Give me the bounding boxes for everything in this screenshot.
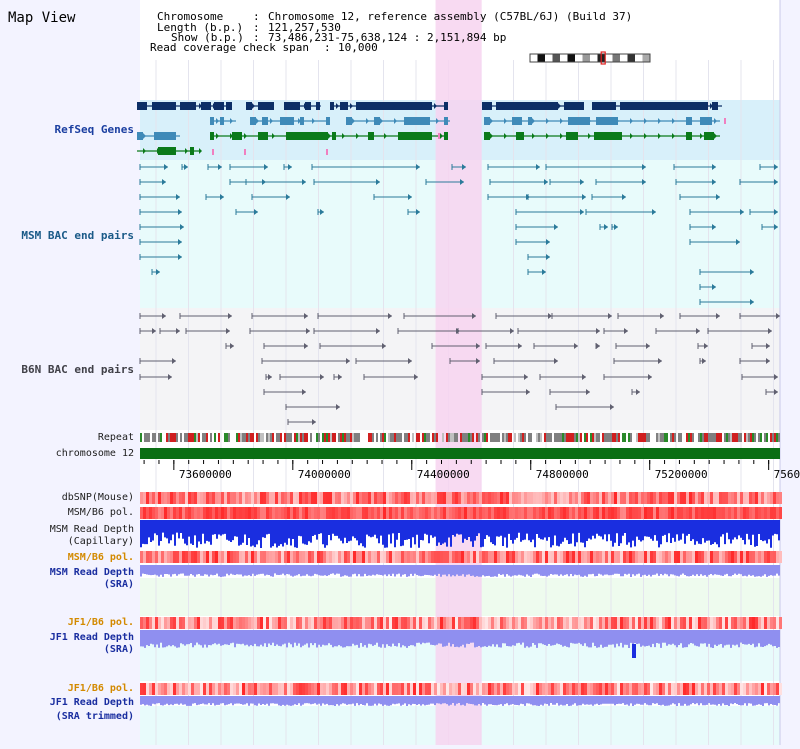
refseq-gene-row-2[interactable] — [210, 117, 720, 125]
svg-text::: : — [253, 31, 260, 44]
track-label-jf1-pol-1[interactable]: JF1/B6 pol. — [68, 617, 134, 628]
msm-pol-track-2[interactable] — [140, 551, 782, 563]
ideogram-band — [620, 54, 628, 62]
info-span-value: 10,000 — [338, 41, 378, 54]
repeat-track[interactable] — [140, 433, 780, 442]
ideogram-band — [642, 54, 650, 62]
chromosome-ideogram[interactable] — [529, 51, 651, 65]
ideogram-band — [612, 54, 620, 62]
refseq-gene-row-3b[interactable] — [210, 132, 720, 140]
ideogram-band — [590, 54, 598, 62]
info-chromosome-value: Chromosome 12, reference assembly (C57BL… — [268, 10, 632, 23]
jf1-pol-track-1[interactable] — [140, 617, 782, 629]
ideogram-band — [575, 54, 583, 62]
axis-tick-label: 75200000 — [655, 468, 708, 481]
jf1-depth-trimmed[interactable] — [140, 696, 780, 706]
msm-depth-sra[interactable] — [140, 565, 780, 577]
track-label-msm-pol-2[interactable]: MSM/B6 pol. — [68, 552, 134, 563]
refseq-exon-marker — [212, 149, 214, 155]
ideogram-band — [537, 54, 545, 62]
track-label-jf1-depth-trim-2[interactable]: (SRA trimmed) — [56, 710, 134, 722]
jf1-depth-sra[interactable] — [140, 630, 780, 648]
track-label-jf1-depth-sra-2[interactable]: (SRA) — [104, 644, 134, 655]
msm-pol-track-1[interactable] — [140, 507, 782, 519]
track-label-chromosome[interactable]: chromosome 12 — [56, 448, 134, 459]
info-span-label: Read coverage check span — [150, 41, 309, 54]
ideogram-band — [605, 54, 613, 62]
info-length-label: Length (b.p.) — [157, 21, 243, 34]
svg-text::: : — [324, 41, 331, 54]
refseq-gene-row-4[interactable] — [137, 147, 202, 155]
ideogram-band — [560, 54, 568, 62]
track-label-b6n-bac[interactable]: B6N BAC end pairs — [21, 363, 134, 376]
msm-depth-capillary[interactable] — [140, 520, 780, 548]
ideogram-outline — [529, 53, 651, 63]
track-label-jf1-pol-2[interactable]: JF1/B6 pol. — [68, 683, 134, 694]
refseq-exon-marker — [438, 133, 440, 139]
page-title: Map View — [8, 10, 76, 26]
track-label-msm-depth-cap-2[interactable]: (Capillary) — [68, 536, 134, 547]
ideogram-band — [627, 54, 635, 62]
info-length-value: 121,257,530 — [268, 21, 341, 34]
track-label-msm-depth-sra-2[interactable]: (SRA) — [104, 579, 134, 590]
axis-tick-label: 74800000 — [536, 468, 589, 481]
info-block: Chromosome : Chromosome 12, reference as… — [150, 10, 632, 54]
ideogram-band — [552, 54, 560, 62]
info-show-value: 73,486,231-75,638,124 : 2,151,894 bp — [268, 31, 506, 44]
ideogram-band — [545, 54, 553, 62]
axis-tick-label: 73600000 — [179, 468, 232, 481]
refseq-exon-marker — [326, 149, 328, 155]
jf1-pol-track-2[interactable] — [140, 683, 782, 695]
track-label-dbsnp[interactable]: dbSNP(Mouse) — [62, 492, 134, 503]
ideogram-position-marker — [600, 51, 606, 65]
refseq-exon-marker — [724, 118, 726, 124]
refseq-gene-row-3a[interactable] — [137, 132, 180, 140]
track-label-refseq[interactable]: RefSeq Genes — [55, 123, 134, 136]
position-axis: 73600000 74000000 74400000 74800000 75200000… — [143, 460, 800, 481]
track-label-msm-depth-cap-1[interactable]: MSM Read Depth — [50, 524, 134, 535]
track-label-jf1-depth-trim-1[interactable]: JF1 Read Depth — [50, 697, 134, 708]
svg-text::: : — [253, 10, 260, 23]
ideogram-band — [567, 54, 575, 62]
axis-tick-label: 74400000 — [417, 468, 470, 481]
ideogram-band — [635, 54, 643, 62]
track-label-msm-depth-sra-1[interactable]: MSM Read Depth — [50, 567, 134, 578]
refseq-gene-row-1[interactable] — [137, 102, 722, 110]
dbsnp-track[interactable] — [140, 492, 782, 504]
b6n-bac-end-pairs[interactable] — [139, 313, 780, 425]
ideogram-band — [582, 54, 590, 62]
chromosome-bar[interactable] — [140, 448, 780, 459]
info-show-label: Show (b.p.) — [171, 31, 244, 44]
refseq-exon-marker — [244, 149, 246, 155]
track-label-msm-pol-1[interactable]: MSM/B6 pol. — [68, 507, 134, 518]
svg-text::: : — [253, 21, 260, 34]
track-label-repeat[interactable]: Repeat — [98, 432, 134, 443]
track-label-jf1-depth-sra-1[interactable]: JF1 Read Depth — [50, 632, 134, 643]
msm-bac-end-pairs[interactable] — [139, 164, 778, 305]
axis-tick-label: 75600000 — [774, 468, 800, 481]
axis-tick-label: 74000000 — [298, 468, 351, 481]
jf1-depth-spike — [632, 644, 636, 658]
track-label-msm-bac[interactable]: MSM BAC end pairs — [21, 229, 134, 242]
ideogram-band — [530, 54, 538, 62]
info-chromosome-label: Chromosome — [157, 10, 223, 23]
